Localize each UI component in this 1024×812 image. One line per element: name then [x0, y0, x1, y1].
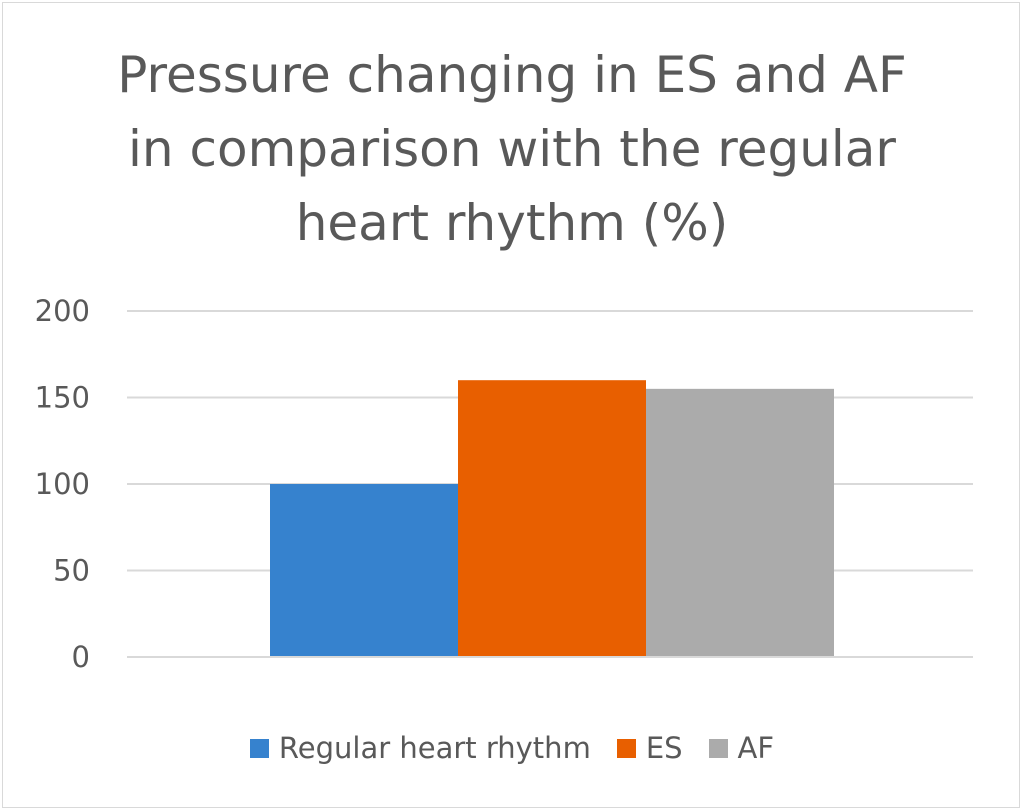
y-tick-label: 150	[35, 381, 90, 415]
bars	[270, 380, 834, 657]
legend-swatch-regular	[249, 738, 269, 758]
y-tick-label: 50	[53, 554, 90, 588]
legend-item-regular: Regular heart rhythm	[249, 731, 591, 765]
chart-title-line-2: in comparison with the regular	[128, 120, 896, 178]
chart-title-line-1: Pressure changing in ES and AF	[117, 46, 907, 104]
legend-label-af: AF	[737, 731, 775, 765]
chart-title-line-3: heart rhythm (%)	[295, 194, 729, 252]
y-tick-label: 100	[35, 467, 90, 501]
legend: Regular heart rhythm ES AF	[0, 726, 1024, 770]
legend-label-regular: Regular heart rhythm	[278, 731, 591, 765]
legend-item-es: ES	[616, 731, 683, 765]
chart-title: Pressure changing in ES and AF in compar…	[0, 38, 1024, 260]
bar-af	[646, 388, 834, 657]
legend-swatch-af	[708, 738, 728, 758]
y-tick-label: 0	[72, 640, 90, 674]
legend-item-af: AF	[708, 731, 775, 765]
y-axis-ticks: 0 50 100 150 200	[35, 294, 90, 674]
legend-swatch-es	[616, 738, 636, 758]
bar-regular-heart-rhythm	[270, 484, 458, 657]
legend-label-es: ES	[645, 731, 683, 765]
bar-es	[458, 380, 646, 657]
y-tick-label: 200	[35, 294, 90, 328]
